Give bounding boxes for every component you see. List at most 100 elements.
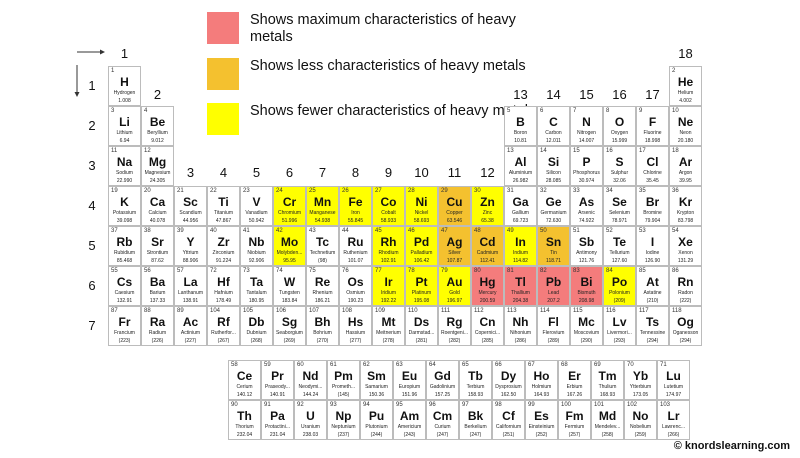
atomic-number: 77	[375, 268, 382, 274]
period-label-5: 5	[88, 238, 96, 253]
atomic-mass: 85.468	[116, 258, 133, 264]
element-name: Cobalt	[381, 210, 396, 216]
element-name: Oxygen	[610, 130, 629, 136]
element-symbol: Rf	[217, 315, 230, 329]
atomic-mass: 178.49	[215, 298, 232, 304]
atomic-number: 91	[264, 402, 271, 408]
element-name: Technetium	[309, 250, 336, 256]
element-name: Zinc	[482, 210, 493, 216]
atomic-number: 58	[231, 362, 238, 368]
atomic-number: 16	[606, 148, 613, 154]
element-cell-mc: 115 Mc Moscovium (290)	[570, 306, 603, 346]
element-name: Berkelium	[464, 424, 487, 430]
atomic-number: 90	[231, 402, 238, 408]
element-name: Palladium	[410, 250, 433, 256]
element-name: Seaborgium	[276, 330, 303, 336]
element-cell-eu: 63 Eu Europium 151.96	[393, 360, 426, 400]
atomic-mass: 183.84	[281, 298, 298, 304]
atomic-mass: 35.45	[646, 178, 659, 184]
element-name: Sulphur	[610, 170, 629, 176]
period-label-2: 2	[88, 118, 96, 133]
element-cell-co: 27 Co Cobalt 58.933	[372, 186, 405, 226]
atomic-number: 104	[210, 308, 221, 314]
element-name: Roentgeni...	[441, 330, 468, 336]
element-cell-sr: 38 Sr Strontium 87.62	[141, 226, 174, 266]
element-symbol: K	[120, 195, 129, 209]
element-name: Potassium	[112, 210, 137, 216]
element-name: Iron	[351, 210, 360, 216]
atomic-mass: (145)	[337, 392, 350, 398]
atomic-mass: 157.25	[434, 392, 451, 398]
element-symbol: Na	[116, 155, 133, 169]
element-name: Meitnerium	[376, 330, 401, 336]
atomic-mass: 1.008	[118, 98, 131, 104]
element-name: Indium	[512, 250, 528, 256]
element-name: Copernici...	[474, 330, 501, 336]
atomic-number: 39	[177, 228, 184, 234]
atomic-number: 19	[111, 188, 118, 194]
element-symbol: He	[677, 75, 694, 89]
atomic-number: 70	[627, 362, 634, 368]
element-name: Americium	[397, 424, 422, 430]
element-name: Dysprosium	[495, 384, 522, 390]
element-name: Uranium	[301, 424, 320, 430]
element-cell-hg: 80 Hg Mercury 200.59	[471, 266, 504, 306]
element-symbol: Mc	[578, 315, 595, 329]
element-name: Silver	[448, 250, 461, 256]
element-symbol: Pt	[415, 275, 428, 289]
element-cell-re: 75 Re Rhenium 186.21	[306, 266, 339, 306]
element-name: Actinium	[180, 330, 201, 336]
element-cell-og: 118 Og Oganesson (294)	[669, 306, 702, 346]
atomic-mass: (247)	[436, 432, 449, 438]
atomic-number: 76	[342, 268, 349, 274]
element-symbol: Sn	[545, 235, 562, 249]
element-name: Manganese	[309, 210, 336, 216]
atomic-number: 87	[111, 308, 118, 314]
element-cell-se: 34 Se Selenium 78.971	[603, 186, 636, 226]
atomic-number: 66	[495, 362, 502, 368]
atomic-number: 105	[243, 308, 254, 314]
element-cell-fe: 26 Fe Iron 55.845	[339, 186, 372, 226]
atomic-number: 38	[144, 228, 151, 234]
element-name: Aluminium	[508, 170, 533, 176]
element-cell-bh: 107 Bh Bohrium (270)	[306, 306, 339, 346]
element-name: Francium	[114, 330, 135, 336]
element-cell-n: 7 N Nitrogen 14.007	[570, 106, 603, 146]
element-symbol: Th	[237, 409, 252, 423]
element-name: Fluorine	[643, 130, 662, 136]
atomic-mass: (243)	[403, 432, 416, 438]
element-name: Prometh...	[331, 384, 356, 390]
atomic-number: 12	[144, 148, 151, 154]
atomic-number: 22	[210, 188, 217, 194]
element-symbol: Md	[598, 409, 617, 423]
element-symbol: In	[515, 235, 526, 249]
element-cell-rn: 86 Rn Radon (222)	[669, 266, 702, 306]
atomic-number: 4	[144, 108, 148, 114]
atomic-number: 28	[408, 188, 415, 194]
element-cell-ac: 89 Ac Actinium (227)	[174, 306, 207, 346]
element-symbol: Ga	[512, 195, 529, 209]
element-name: Tin	[550, 250, 557, 256]
element-cell-sg: 106 Sg Seaborgium (269)	[273, 306, 306, 346]
element-name: Germanium	[540, 210, 567, 216]
element-symbol: Xe	[678, 235, 693, 249]
atomic-mass: 126.90	[644, 258, 661, 264]
element-cell-cl: 17 Cl Chlorine 35.45	[636, 146, 669, 186]
element-symbol: Tc	[315, 235, 330, 249]
element-name: Radium	[148, 330, 167, 336]
atomic-number: 50	[540, 228, 547, 234]
atomic-mass: (293)	[613, 338, 626, 344]
element-cell-si: 14 Si Silicon 28.085	[537, 146, 570, 186]
atomic-mass: 112.41	[480, 258, 495, 264]
atomic-number: 25	[309, 188, 316, 194]
atomic-mass: 158.93	[467, 392, 484, 398]
atomic-number: 10	[672, 108, 679, 114]
group-label-5: 5	[252, 165, 261, 180]
atomic-mass: 168.93	[599, 392, 616, 398]
atomic-number: 56	[144, 268, 151, 274]
element-cell-rg: 111 Rg Roentgeni... (282)	[438, 306, 471, 346]
element-symbol: Mt	[381, 315, 396, 329]
atomic-number: 17	[639, 148, 646, 154]
element-symbol: Gd	[434, 369, 451, 383]
element-name: Zirconium	[212, 250, 235, 256]
